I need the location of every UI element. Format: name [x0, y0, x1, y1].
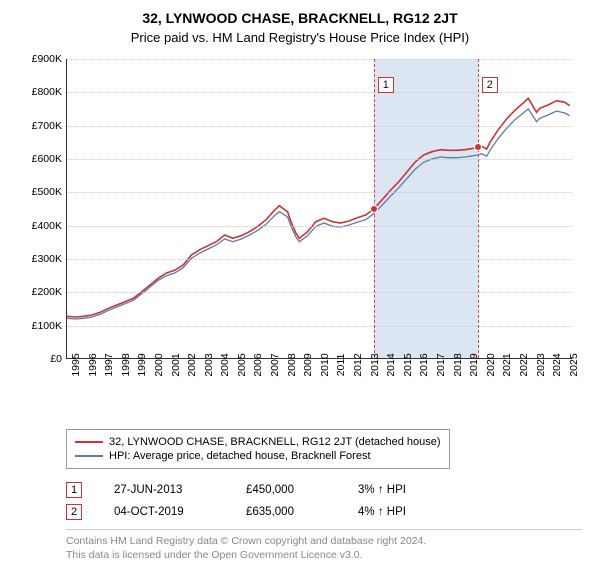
x-axis-label: 2004	[219, 353, 231, 376]
gridline	[67, 259, 572, 260]
event-row: 2 04-OCT-2019 £635,000 4% ↑ HPI	[66, 501, 582, 523]
chart-subtitle: Price paid vs. HM Land Registry's House …	[18, 30, 582, 45]
x-axis-label: 2021	[501, 353, 513, 376]
y-axis-label: £300K	[32, 253, 62, 265]
event-row: 1 27-JUN-2013 £450,000 3% ↑ HPI	[66, 479, 582, 501]
x-axis-label: 2008	[286, 353, 298, 376]
series-property	[67, 98, 570, 317]
credit-text: Contains HM Land Registry data © Crown c…	[66, 534, 582, 562]
y-axis-label: £800K	[32, 86, 62, 98]
legend-row: HPI: Average price, detached house, Brac…	[75, 449, 441, 463]
gridline	[67, 192, 572, 193]
event-price: £450,000	[246, 484, 326, 496]
event-number: 1	[66, 482, 82, 498]
gridline	[67, 226, 572, 227]
x-axis-label: 2017	[435, 353, 447, 376]
series-hpi	[67, 109, 570, 319]
x-axis-label: 1999	[136, 353, 148, 376]
x-axis-label: 2013	[369, 353, 381, 376]
y-axis-label: £100K	[32, 320, 62, 332]
gridline	[67, 126, 572, 127]
x-axis-label: 2009	[302, 353, 314, 376]
y-axis-label: £900K	[32, 53, 62, 65]
x-axis-label: 1996	[87, 353, 99, 376]
x-axis-label: 1998	[120, 353, 132, 376]
x-axis-label: 2015	[402, 353, 414, 376]
gridline	[67, 59, 572, 60]
credit-line-2: This data is licensed under the Open Gov…	[66, 548, 582, 562]
line-series-svg	[67, 59, 573, 359]
x-axis-label: 2024	[551, 353, 563, 376]
marker-vline	[478, 59, 479, 358]
legend-box: 32, LYNWOOD CHASE, BRACKNELL, RG12 2JT (…	[66, 429, 450, 469]
event-diff: 4% ↑ HPI	[358, 506, 406, 518]
x-axis-label: 2007	[269, 353, 281, 376]
x-axis-label: 2003	[203, 353, 215, 376]
marker-number-box: 1	[378, 77, 394, 93]
x-axis-label: 2011	[335, 354, 347, 377]
events-list: 1 27-JUN-2013 £450,000 3% ↑ HPI 2 04-OCT-2019…	[66, 479, 582, 523]
x-axis-label: 2012	[352, 353, 364, 376]
legend-label: 32, LYNWOOD CHASE, BRACKNELL, RG12 2JT (…	[109, 436, 441, 448]
gridline	[67, 159, 572, 160]
event-number: 2	[66, 504, 82, 520]
event-date: 27-JUN-2013	[114, 484, 214, 496]
credit-line-1: Contains HM Land Registry data © Crown c…	[66, 534, 582, 548]
y-axis-label: £400K	[32, 220, 62, 232]
x-axis-label: 2000	[153, 353, 165, 376]
chart-container: 32, LYNWOOD CHASE, BRACKNELL, RG12 2JT P…	[0, 0, 600, 570]
plot-area: 12	[66, 59, 572, 359]
chart-title: 32, LYNWOOD CHASE, BRACKNELL, RG12 2JT	[18, 10, 582, 26]
footer-divider	[66, 529, 582, 530]
marker-number-box: 2	[482, 77, 498, 93]
y-axis-label: £500K	[32, 186, 62, 198]
x-axis-label: 2016	[418, 353, 430, 376]
y-axis-label: £600K	[32, 153, 62, 165]
legend-label: HPI: Average price, detached house, Brac…	[109, 450, 371, 462]
x-axis-label: 2025	[568, 353, 580, 376]
legend-row: 32, LYNWOOD CHASE, BRACKNELL, RG12 2JT (…	[75, 435, 441, 449]
x-axis-label: 2002	[186, 353, 198, 376]
gridline	[67, 292, 572, 293]
event-diff: 3% ↑ HPI	[358, 484, 406, 496]
x-axis-label: 2023	[535, 353, 547, 376]
chart-area: 12 £0£100K£200K£300K£400K£500K£600K£700K…	[18, 53, 582, 423]
x-axis-label: 1995	[70, 353, 82, 376]
x-axis-label: 2001	[170, 353, 182, 376]
x-axis-label: 2020	[485, 353, 497, 376]
x-axis-label: 2022	[518, 353, 530, 376]
x-axis-label: 2014	[385, 353, 397, 376]
marker-dot	[370, 205, 378, 213]
x-axis-label: 2006	[252, 353, 264, 376]
y-axis-label: £700K	[32, 120, 62, 132]
x-axis-label: 2010	[319, 353, 331, 376]
x-axis-label: 1997	[103, 353, 115, 376]
x-axis-label: 2018	[452, 353, 464, 376]
gridline	[67, 326, 572, 327]
event-date: 04-OCT-2019	[114, 506, 214, 518]
legend-swatch	[75, 441, 103, 443]
event-price: £635,000	[246, 506, 326, 518]
y-axis-label: £0	[50, 353, 62, 365]
legend-swatch	[75, 455, 103, 457]
marker-dot	[474, 143, 482, 151]
x-axis-label: 2005	[236, 353, 248, 376]
x-axis-label: 2019	[468, 353, 480, 376]
y-axis-label: £200K	[32, 286, 62, 298]
